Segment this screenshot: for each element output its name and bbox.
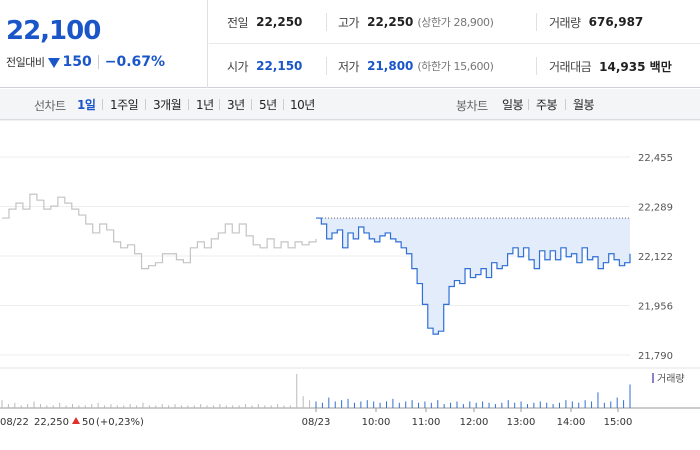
divider <box>326 13 327 31</box>
x-tick-label: 08/23 <box>302 417 331 428</box>
stat-value: 22,250 <box>367 15 414 29</box>
tab-daily-candle[interactable]: 일봉 <box>502 98 524 112</box>
tab-5year[interactable]: 5년 <box>259 98 277 112</box>
down-triangle-icon <box>48 58 61 68</box>
stat-prev-close: 전일 22,250 <box>227 0 302 44</box>
today-area-fill <box>316 218 630 335</box>
x-tick-label: 14:00 <box>557 417 586 428</box>
stat-value: 14,935 백만 <box>599 59 672 74</box>
stat-label: 거래대금 <box>549 59 592 74</box>
stats-grid: 전일 22,250 고가 22,250 (상한가 28,900) 거래량 676… <box>209 0 700 88</box>
tab-divider <box>188 99 189 110</box>
prev-day-rate: (+0,23%) <box>96 417 144 428</box>
stat-open: 시가 22,150 <box>227 44 302 88</box>
tab-weekly-candle[interactable]: 주봉 <box>536 98 558 112</box>
lower-limit: (하한가 15,600) <box>417 60 494 73</box>
quote-summary: 22,100 전일대비 150 −0.67% 전일 22,250 고가 22,2… <box>0 0 700 88</box>
tab-divider <box>145 99 146 110</box>
stats-row-2: 시가 22,150 저가 21,800 (하한가 15,600) 거래대금 14… <box>209 44 700 88</box>
x-tick-label: 10:00 <box>362 417 391 428</box>
prev-day-close: 22,250 <box>34 417 69 428</box>
y-tick-label: 21,956 <box>638 302 673 313</box>
prev-day-date: 08/22 <box>0 417 29 428</box>
up-triangle-icon <box>72 417 80 424</box>
line-chart-label: 선차트 <box>34 99 66 113</box>
stat-volume: 거래량 676,987 <box>549 0 643 44</box>
divider <box>536 13 537 31</box>
tab-10year[interactable]: 10년 <box>290 98 315 112</box>
prev-day-line <box>2 193 317 270</box>
volume-legend-swatch <box>652 373 654 383</box>
stat-label: 시가 <box>227 59 249 74</box>
tab-divider <box>251 99 252 110</box>
y-tick-label: 22,122 <box>638 252 673 263</box>
x-tick-label: 11:00 <box>412 417 441 428</box>
prev-day-change: 50 <box>82 417 95 428</box>
tab-1week[interactable]: 1주일 <box>110 98 139 112</box>
upper-limit: (상한가 28,900) <box>417 16 494 29</box>
tab-3month[interactable]: 3개월 <box>153 98 182 112</box>
stat-low: 저가 21,800 (하한가 15,600) <box>338 44 494 88</box>
tab-1day[interactable]: 1일 <box>77 98 96 112</box>
stat-high: 고가 22,250 (상한가 28,900) <box>338 0 494 44</box>
y-tick-label: 22,289 <box>638 203 673 214</box>
change-label: 전일대비 <box>6 56 45 69</box>
stat-label: 고가 <box>338 15 360 30</box>
stat-label: 전일 <box>227 15 249 30</box>
price-chart: 22,455 22,289 22,122 21,956 21,790 거래량 08/23 10… <box>0 120 700 428</box>
tab-3year[interactable]: 3년 <box>227 98 245 112</box>
stat-trade-amount: 거래대금 14,935 백만 <box>549 44 672 88</box>
y-tick-label: 22,455 <box>638 153 673 164</box>
change-divider <box>97 55 99 69</box>
tab-divider <box>219 99 220 110</box>
change-value: 150 <box>62 54 92 70</box>
stats-row-1: 전일 22,250 고가 22,250 (상한가 28,900) 거래량 676… <box>209 0 700 44</box>
period-tabbar: 선차트 1일 1주일 3개월 1년 3년 5년 10년 봉차트 일봉 주봉 월봉 <box>0 89 700 120</box>
stat-value: 676,987 <box>588 15 644 29</box>
volume-legend-label: 거래량 <box>657 373 685 385</box>
y-tick-label: 21,790 <box>638 351 673 362</box>
x-tick-label: 12:00 <box>460 417 489 428</box>
tab-divider <box>283 99 284 110</box>
today-line <box>316 217 631 335</box>
stat-value: 22,250 <box>256 15 303 29</box>
stat-value: 21,800 <box>367 59 414 73</box>
tab-divider <box>565 99 566 110</box>
stat-label: 저가 <box>338 59 360 74</box>
tab-divider <box>528 99 529 110</box>
x-tick-label: 15:00 <box>604 417 633 428</box>
divider <box>326 57 327 75</box>
tab-monthly-candle[interactable]: 월봉 <box>573 98 595 112</box>
change-rate: −0.67% <box>104 54 166 70</box>
tab-divider <box>102 99 103 110</box>
divider <box>536 57 537 75</box>
change-row: 전일대비 150 −0.67% <box>6 54 165 70</box>
candle-chart-label: 봉차트 <box>456 99 488 113</box>
stat-value: 22,150 <box>256 59 303 73</box>
tab-1year[interactable]: 1년 <box>196 98 214 112</box>
price-box: 22,100 전일대비 150 −0.67% <box>0 0 208 88</box>
stat-label: 거래량 <box>549 15 581 30</box>
current-price: 22,100 <box>6 16 101 46</box>
x-tick-label: 13:00 <box>507 417 536 428</box>
